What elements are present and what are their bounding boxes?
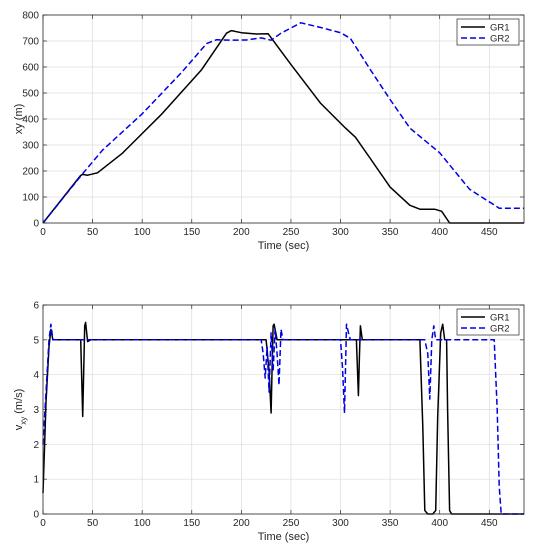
legend-label-gr1: GR1 [490, 313, 510, 324]
axes-box [42, 304, 525, 515]
x-tick-label: 250 [283, 518, 300, 529]
y-tick-label: 500 [22, 89, 39, 100]
x-tick-label: 300 [332, 518, 349, 529]
y-tick-label: 600 [22, 63, 39, 74]
axes-box [42, 14, 525, 224]
series-line-gr1 [42, 29, 524, 224]
legend-label-gr1: GR1 [490, 23, 510, 34]
y-axis-label: vxy (m/s) [13, 389, 28, 431]
x-tick-label: 100 [134, 518, 151, 529]
x-tick-label: 350 [382, 227, 399, 238]
legend-label-gr2: GR2 [490, 34, 510, 45]
x-tick-label: 150 [183, 518, 200, 529]
y-tick-label: 5 [33, 335, 39, 346]
chart-panel-2: 0 50 100 150 200 250 300 350 400 450 0 1 2 3 4 5 6 Time (… [13, 301, 525, 543]
y-tick-label: 300 [22, 141, 39, 152]
x-tick-label: 200 [233, 227, 250, 238]
x-tick-label: 200 [233, 518, 250, 529]
y-tick-label: 0 [33, 510, 39, 521]
x-tick-label: 450 [481, 227, 498, 238]
y-tick-label: 2 [33, 440, 39, 451]
y-tick-label: 3 [33, 405, 39, 416]
legend-label-gr2: GR2 [490, 324, 510, 335]
x-tick-label: 350 [382, 518, 399, 529]
x-tick-label: 300 [332, 227, 349, 238]
x-tick-label: 400 [431, 518, 448, 529]
x-tick-label: 450 [481, 518, 498, 529]
legend-box [456, 308, 520, 336]
series-line-gr2 [42, 323, 524, 515]
x-tick-label: 150 [183, 227, 200, 238]
y-tick-label: 6 [33, 301, 39, 312]
y-tick-label: 100 [22, 193, 39, 204]
y-tick-label: 4 [33, 370, 39, 381]
x-axis-label: Time (sec) [258, 240, 310, 252]
y-tick-label: 400 [22, 115, 39, 126]
x-tick-label: 250 [283, 227, 300, 238]
x-axis-label: Time (sec) [258, 531, 310, 543]
y-tick-label: 200 [22, 167, 39, 178]
y-tick-label: 0 [33, 219, 39, 230]
series-line-gr1 [42, 321, 524, 515]
y-axis-label: xy (m) [13, 104, 25, 135]
x-tick-label: 0 [40, 227, 46, 238]
y-tick-label: 1 [33, 475, 39, 486]
x-tick-label: 100 [134, 227, 151, 238]
x-tick-label: 0 [40, 518, 46, 529]
x-tick-label: 50 [87, 227, 99, 238]
chart-panel-1: 0 50 100 150 200 250 300 350 400 450 0 100 200 300 400… [13, 11, 525, 252]
legend-box [456, 18, 520, 46]
x-tick-label: 400 [431, 227, 448, 238]
y-tick-label: 700 [22, 37, 39, 48]
series-line-gr2 [42, 22, 524, 224]
y-tick-label: 800 [22, 11, 39, 22]
x-tick-label: 50 [87, 518, 99, 529]
